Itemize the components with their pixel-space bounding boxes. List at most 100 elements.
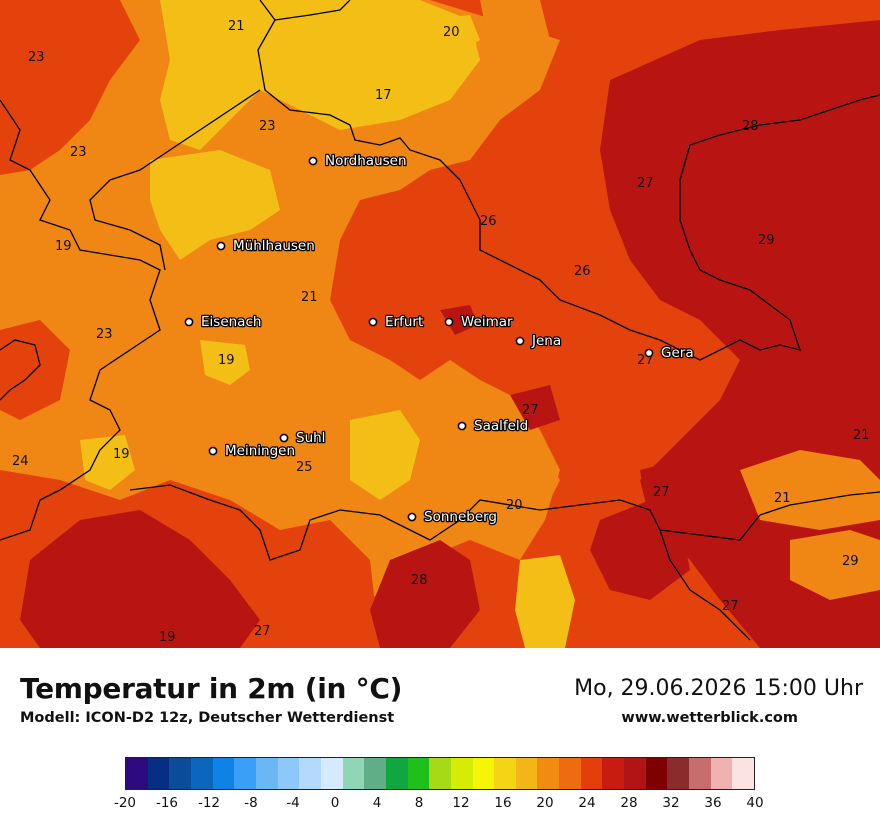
legend-swatch — [580, 758, 603, 789]
city-label: Weimar — [461, 314, 513, 330]
state-border — [0, 0, 880, 641]
temp-label: 19 — [55, 239, 72, 254]
city-label: Erfurt — [385, 314, 423, 330]
temp-label: 23 — [28, 50, 45, 65]
legend-tick-label: 4 — [372, 795, 382, 811]
city-marker-icon — [184, 317, 194, 327]
temperature-cool-south — [515, 555, 575, 648]
temp-label: 17 — [375, 88, 392, 103]
temperature-warm-southeast — [790, 530, 880, 600]
temperature-hot-weimar — [440, 305, 478, 335]
website-label: www.wetterblick.com — [621, 710, 798, 726]
temp-label: 19 — [159, 630, 176, 645]
temperature-hot-mid — [510, 385, 560, 430]
legend-tick-label: -20 — [113, 795, 137, 811]
legend-swatch — [364, 758, 386, 789]
city-marker-icon — [457, 421, 467, 431]
legend-swatch — [147, 758, 170, 789]
temperature-cool-north — [160, 0, 480, 150]
city-label: Sonneberg — [424, 509, 497, 525]
legend-swatch — [342, 758, 365, 789]
city-gera: Gera — [644, 344, 695, 362]
legend-swatch — [255, 758, 278, 789]
temperature-hot-south — [370, 540, 480, 648]
legend-swatch — [450, 758, 473, 789]
temperature-hot-patch — [640, 460, 700, 510]
legend-tick-label: 8 — [414, 795, 424, 811]
temperature-cool-forest — [350, 410, 420, 500]
legend-swatch — [407, 758, 430, 789]
city-marker-icon — [308, 156, 318, 166]
legend-tick-label: -12 — [197, 795, 221, 811]
temp-label: 29 — [758, 233, 775, 248]
temp-label: 27 — [254, 624, 271, 639]
city-muehlhausen: Mühlhausen — [216, 237, 316, 255]
city-saalfeld: Saalfeld — [457, 417, 530, 435]
legend-swatch — [385, 758, 408, 789]
legend-tick-label: -8 — [244, 795, 258, 811]
temp-label: 23 — [70, 145, 87, 160]
city-jena: Jena — [515, 332, 562, 350]
legend-swatch — [472, 758, 495, 789]
forecast-datetime: Mo, 29.06.2026 15:00 Uhr — [574, 676, 863, 701]
city-marker-icon — [644, 348, 654, 358]
city-marker-icon — [407, 512, 417, 522]
temp-label: 21 — [774, 491, 791, 506]
legend-swatch — [624, 758, 646, 789]
legend-tick-label: 0 — [330, 795, 340, 811]
legend-tick-label: 24 — [578, 795, 596, 811]
temp-label: 26 — [574, 264, 591, 279]
temperature-zone-west — [0, 0, 140, 175]
legend-swatch — [515, 758, 538, 789]
model-subtitle: Modell: ICON-D2 12z, Deutscher Wetterdie… — [20, 710, 395, 726]
legend-swatch — [537, 758, 560, 789]
legend-tick-label: -4 — [286, 795, 300, 811]
legend-swatch — [169, 758, 191, 789]
temperature-warm-north — [480, 0, 550, 70]
city-label: Eisenach — [201, 314, 261, 330]
legend-swatch — [710, 758, 733, 789]
temp-label: 27 — [722, 599, 739, 614]
city-markers: Nordhausen Mühlhausen Eisenach Erfurt We… — [184, 152, 695, 526]
legend-tick-label: 16 — [494, 795, 512, 811]
map-title: Temperatur in 2m (in °C) — [20, 672, 403, 705]
legend-swatch — [494, 758, 516, 789]
temperature-cool-north2 — [420, 15, 480, 55]
temp-label: 27 — [637, 176, 654, 191]
city-label: Nordhausen — [325, 153, 407, 169]
city-label: Gera — [661, 345, 694, 361]
legend-swatch — [234, 758, 256, 789]
temp-label: 28 — [742, 119, 759, 134]
city-label: Saalfeld — [474, 418, 528, 434]
legend-swatch — [732, 758, 755, 789]
legend-tick-label: 20 — [536, 795, 554, 811]
temperature-labels: 21 20 23 17 23 23 28 27 26 19 29 26 21 2… — [12, 19, 870, 645]
temp-label: 19 — [113, 447, 130, 462]
city-marker-icon — [279, 433, 289, 443]
city-label: Meiningen — [225, 443, 295, 459]
temp-label: 20 — [443, 25, 460, 40]
city-marker-icon — [444, 317, 454, 327]
temp-label: 27 — [653, 485, 670, 500]
city-marker-icon — [216, 241, 226, 251]
temperature-hot-southwest — [20, 510, 260, 648]
city-label: Jena — [531, 333, 561, 349]
city-meiningen: Meiningen — [208, 442, 296, 460]
legend-ticks: -20 -16 -12 -8 -4 0 4 8 12 16 20 24 28 32 36 40 — [0, 795, 880, 815]
legend-swatch — [190, 758, 213, 789]
temp-label: 29 — [842, 554, 859, 569]
city-nordhausen: Nordhausen — [308, 152, 408, 170]
legend-swatch — [429, 758, 451, 789]
legend-tick-label: -16 — [155, 795, 179, 811]
legend-swatch — [299, 758, 321, 789]
temperature-map: 21 20 23 17 23 23 28 27 26 19 29 26 21 2… — [0, 0, 880, 648]
city-erfurt: Erfurt — [368, 313, 425, 331]
temperature-cool-southwest — [80, 435, 135, 490]
city-marker-icon — [368, 317, 378, 327]
temp-label: 23 — [259, 119, 276, 134]
legend-swatch — [320, 758, 343, 789]
city-label: Suhl — [296, 430, 325, 446]
temp-label: 25 — [296, 460, 313, 475]
temp-label: 23 — [96, 327, 113, 342]
legend-swatch — [126, 758, 148, 789]
